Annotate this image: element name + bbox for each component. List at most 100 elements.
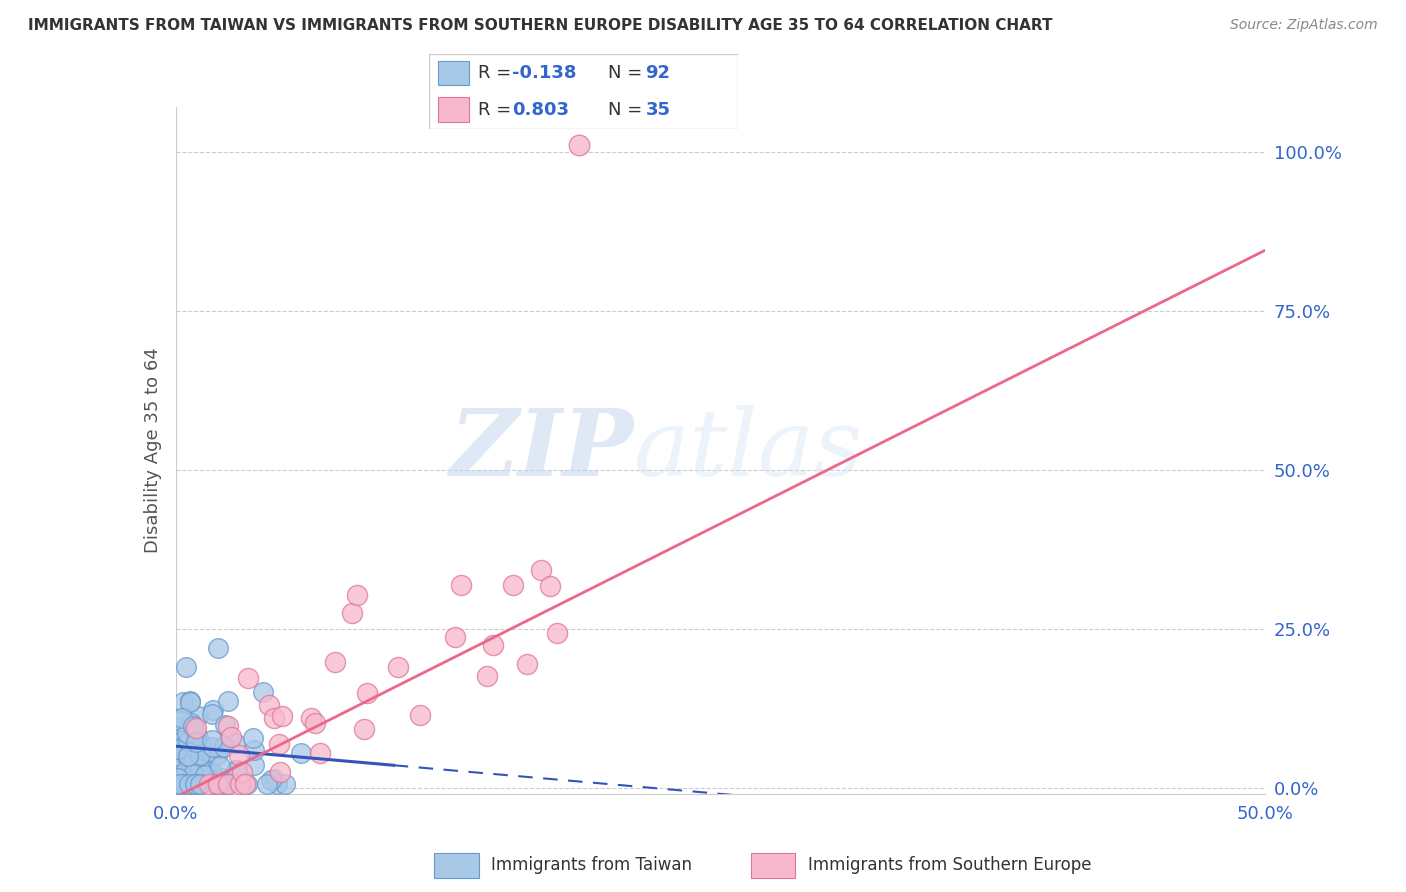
Point: [166, 742, 188, 756]
Point: [172, 733, 194, 747]
Point: [167, 727, 190, 741]
Point: [176, 725, 198, 739]
Point: [180, 732, 202, 747]
Text: 35: 35: [645, 101, 671, 119]
Point: [167, 777, 190, 791]
Point: [172, 695, 194, 709]
Point: [190, 777, 212, 791]
Text: Immigrants from Southern Europe: Immigrants from Southern Europe: [808, 856, 1091, 874]
Point: [187, 756, 209, 771]
Point: [263, 710, 285, 724]
Text: R =: R =: [478, 64, 517, 82]
Point: [201, 706, 224, 721]
Point: [194, 762, 217, 776]
Point: [186, 728, 208, 742]
Point: [256, 777, 278, 791]
Point: [173, 777, 195, 791]
Bar: [439, 97, 470, 122]
Point: [184, 735, 207, 749]
Point: [217, 694, 239, 708]
Point: [181, 719, 204, 733]
Point: [174, 659, 197, 673]
Text: atlas: atlas: [633, 406, 863, 495]
Point: [263, 772, 285, 787]
Point: [243, 758, 266, 772]
Point: [236, 671, 259, 685]
Point: [266, 777, 288, 791]
Point: [190, 739, 212, 753]
Point: [212, 777, 235, 791]
Point: [482, 638, 505, 652]
Point: [346, 588, 368, 602]
Point: [181, 767, 204, 781]
Point: [201, 703, 224, 717]
Point: [179, 694, 201, 708]
Point: [219, 730, 242, 744]
Point: [443, 630, 465, 644]
Point: [208, 758, 231, 772]
Point: [308, 746, 330, 760]
Point: [214, 777, 236, 791]
Point: [546, 626, 568, 640]
Point: [186, 777, 208, 791]
Point: [274, 777, 297, 791]
Point: [204, 777, 226, 791]
Point: [217, 719, 239, 733]
Point: [188, 777, 211, 791]
Point: [169, 714, 191, 729]
Bar: [439, 62, 470, 86]
Point: [173, 777, 195, 791]
Point: [188, 763, 211, 777]
Point: [200, 764, 222, 779]
Point: [409, 708, 432, 723]
Point: [173, 771, 195, 785]
Point: [184, 777, 207, 791]
Point: [166, 721, 188, 735]
Point: [187, 709, 209, 723]
Point: [177, 777, 200, 791]
Point: [304, 715, 326, 730]
Point: [205, 777, 228, 791]
Point: [214, 717, 236, 731]
Point: [259, 773, 281, 788]
Text: 92: 92: [645, 64, 671, 82]
Point: [193, 750, 215, 764]
Point: [194, 768, 217, 782]
Point: [180, 777, 202, 791]
Point: [181, 753, 204, 767]
Point: [197, 771, 219, 785]
Point: [183, 730, 205, 744]
Text: IMMIGRANTS FROM TAIWAN VS IMMIGRANTS FROM SOUTHERN EUROPE DISABILITY AGE 35 TO 6: IMMIGRANTS FROM TAIWAN VS IMMIGRANTS FRO…: [28, 18, 1053, 33]
Point: [267, 737, 290, 751]
Point: [236, 777, 259, 791]
Point: [167, 768, 190, 782]
Point: [177, 744, 200, 758]
Point: [176, 764, 198, 778]
Point: [214, 739, 236, 754]
Point: [201, 733, 224, 747]
Point: [188, 747, 211, 762]
Point: [183, 741, 205, 756]
Point: [167, 755, 190, 769]
Point: [169, 777, 191, 791]
Point: [188, 735, 211, 749]
Point: [228, 777, 250, 791]
Point: [207, 640, 229, 655]
Point: [502, 577, 524, 591]
Point: [568, 138, 591, 153]
Point: [226, 763, 249, 777]
Point: [180, 759, 202, 773]
Point: [170, 711, 193, 725]
Point: [208, 741, 231, 756]
Point: [242, 731, 264, 745]
Point: [186, 746, 208, 760]
Text: 0.803: 0.803: [512, 101, 569, 119]
Point: [257, 698, 280, 712]
Y-axis label: Disability Age 35 to 64: Disability Age 35 to 64: [143, 348, 162, 553]
FancyBboxPatch shape: [429, 54, 738, 129]
Point: [183, 720, 205, 734]
Point: [177, 749, 200, 764]
Point: [186, 721, 208, 735]
Point: [177, 734, 200, 748]
Point: [224, 736, 246, 750]
